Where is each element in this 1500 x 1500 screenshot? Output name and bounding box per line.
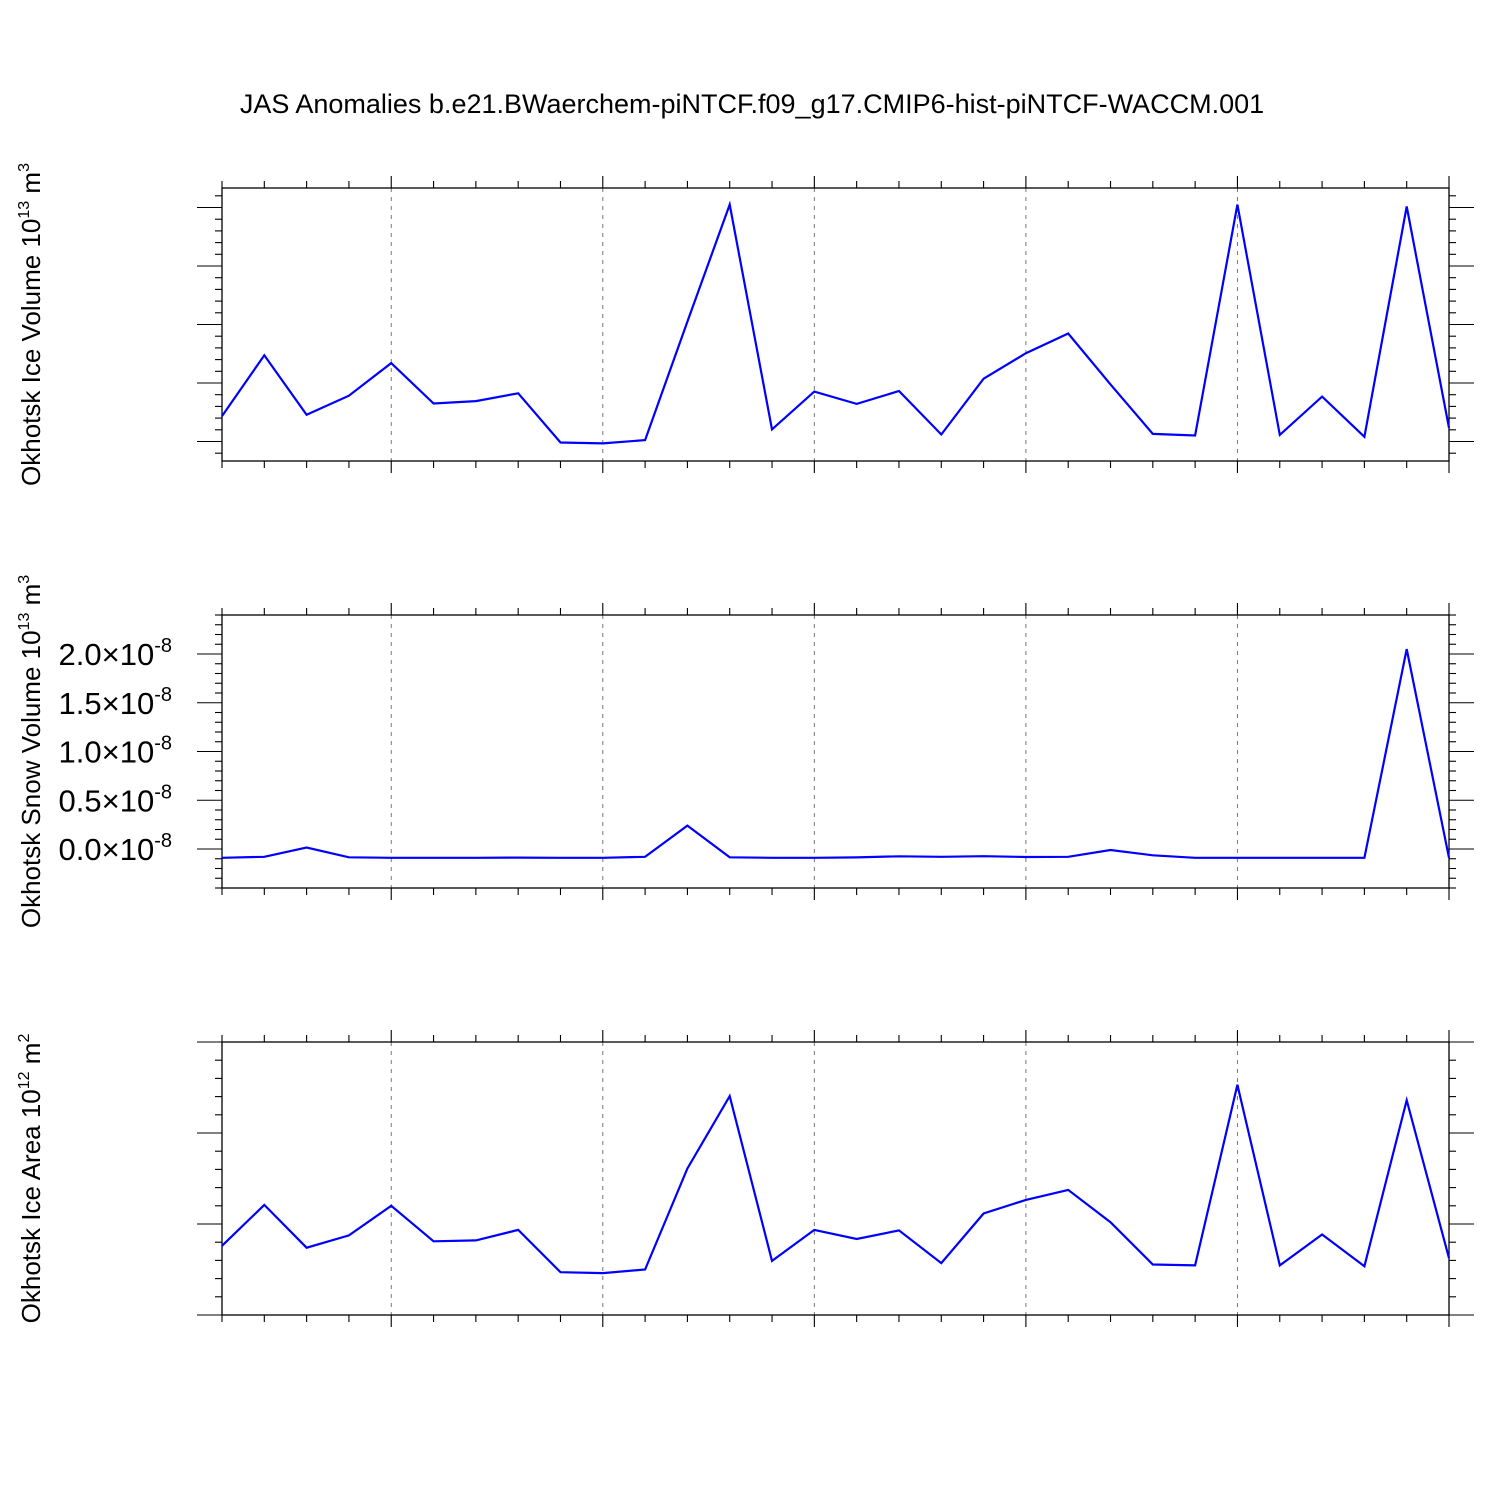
- panel-3: Okhotsk Ice Area 1012 m2: [16, 1030, 1474, 1327]
- plot-frame: [221, 1041, 1450, 1316]
- panel-2: 0.0×10-8 0.5×10-8 1.0×10-8 1.5×10-8 2.0×10-8…: [16, 575, 1474, 928]
- y-tick-label: 1.5×10-8: [59, 684, 173, 721]
- chart-title: JAS Anomalies b.e21.BWaerchem-piNTCF.f09…: [240, 89, 1264, 119]
- series-line: [221, 648, 1451, 859]
- panel-1: Okhotsk Ice Volume 1013 m3: [16, 163, 1474, 486]
- y-tick-label: 0.0×10-8: [59, 830, 173, 867]
- y-tick-label: 2.0×10-8: [59, 635, 173, 672]
- y-tick-label: 0.5×10-8: [59, 781, 173, 818]
- panels: Okhotsk Ice Volume 1013 m3 0.0×10-8 0.5×10…: [16, 163, 1474, 1327]
- series-line: [221, 1084, 1451, 1275]
- y-axis-label: Okhotsk Snow Volume 1013 m3: [16, 575, 46, 928]
- y-tick-label: 1.0×10-8: [59, 733, 173, 770]
- plot-frame: [221, 187, 1450, 462]
- plot-frame: [221, 614, 1450, 889]
- y-axis-label: Okhotsk Ice Volume 1013 m3: [16, 163, 46, 486]
- series-line: [221, 200, 1451, 445]
- y-axis-label: Okhotsk Ice Area 1012 m2: [16, 1034, 46, 1324]
